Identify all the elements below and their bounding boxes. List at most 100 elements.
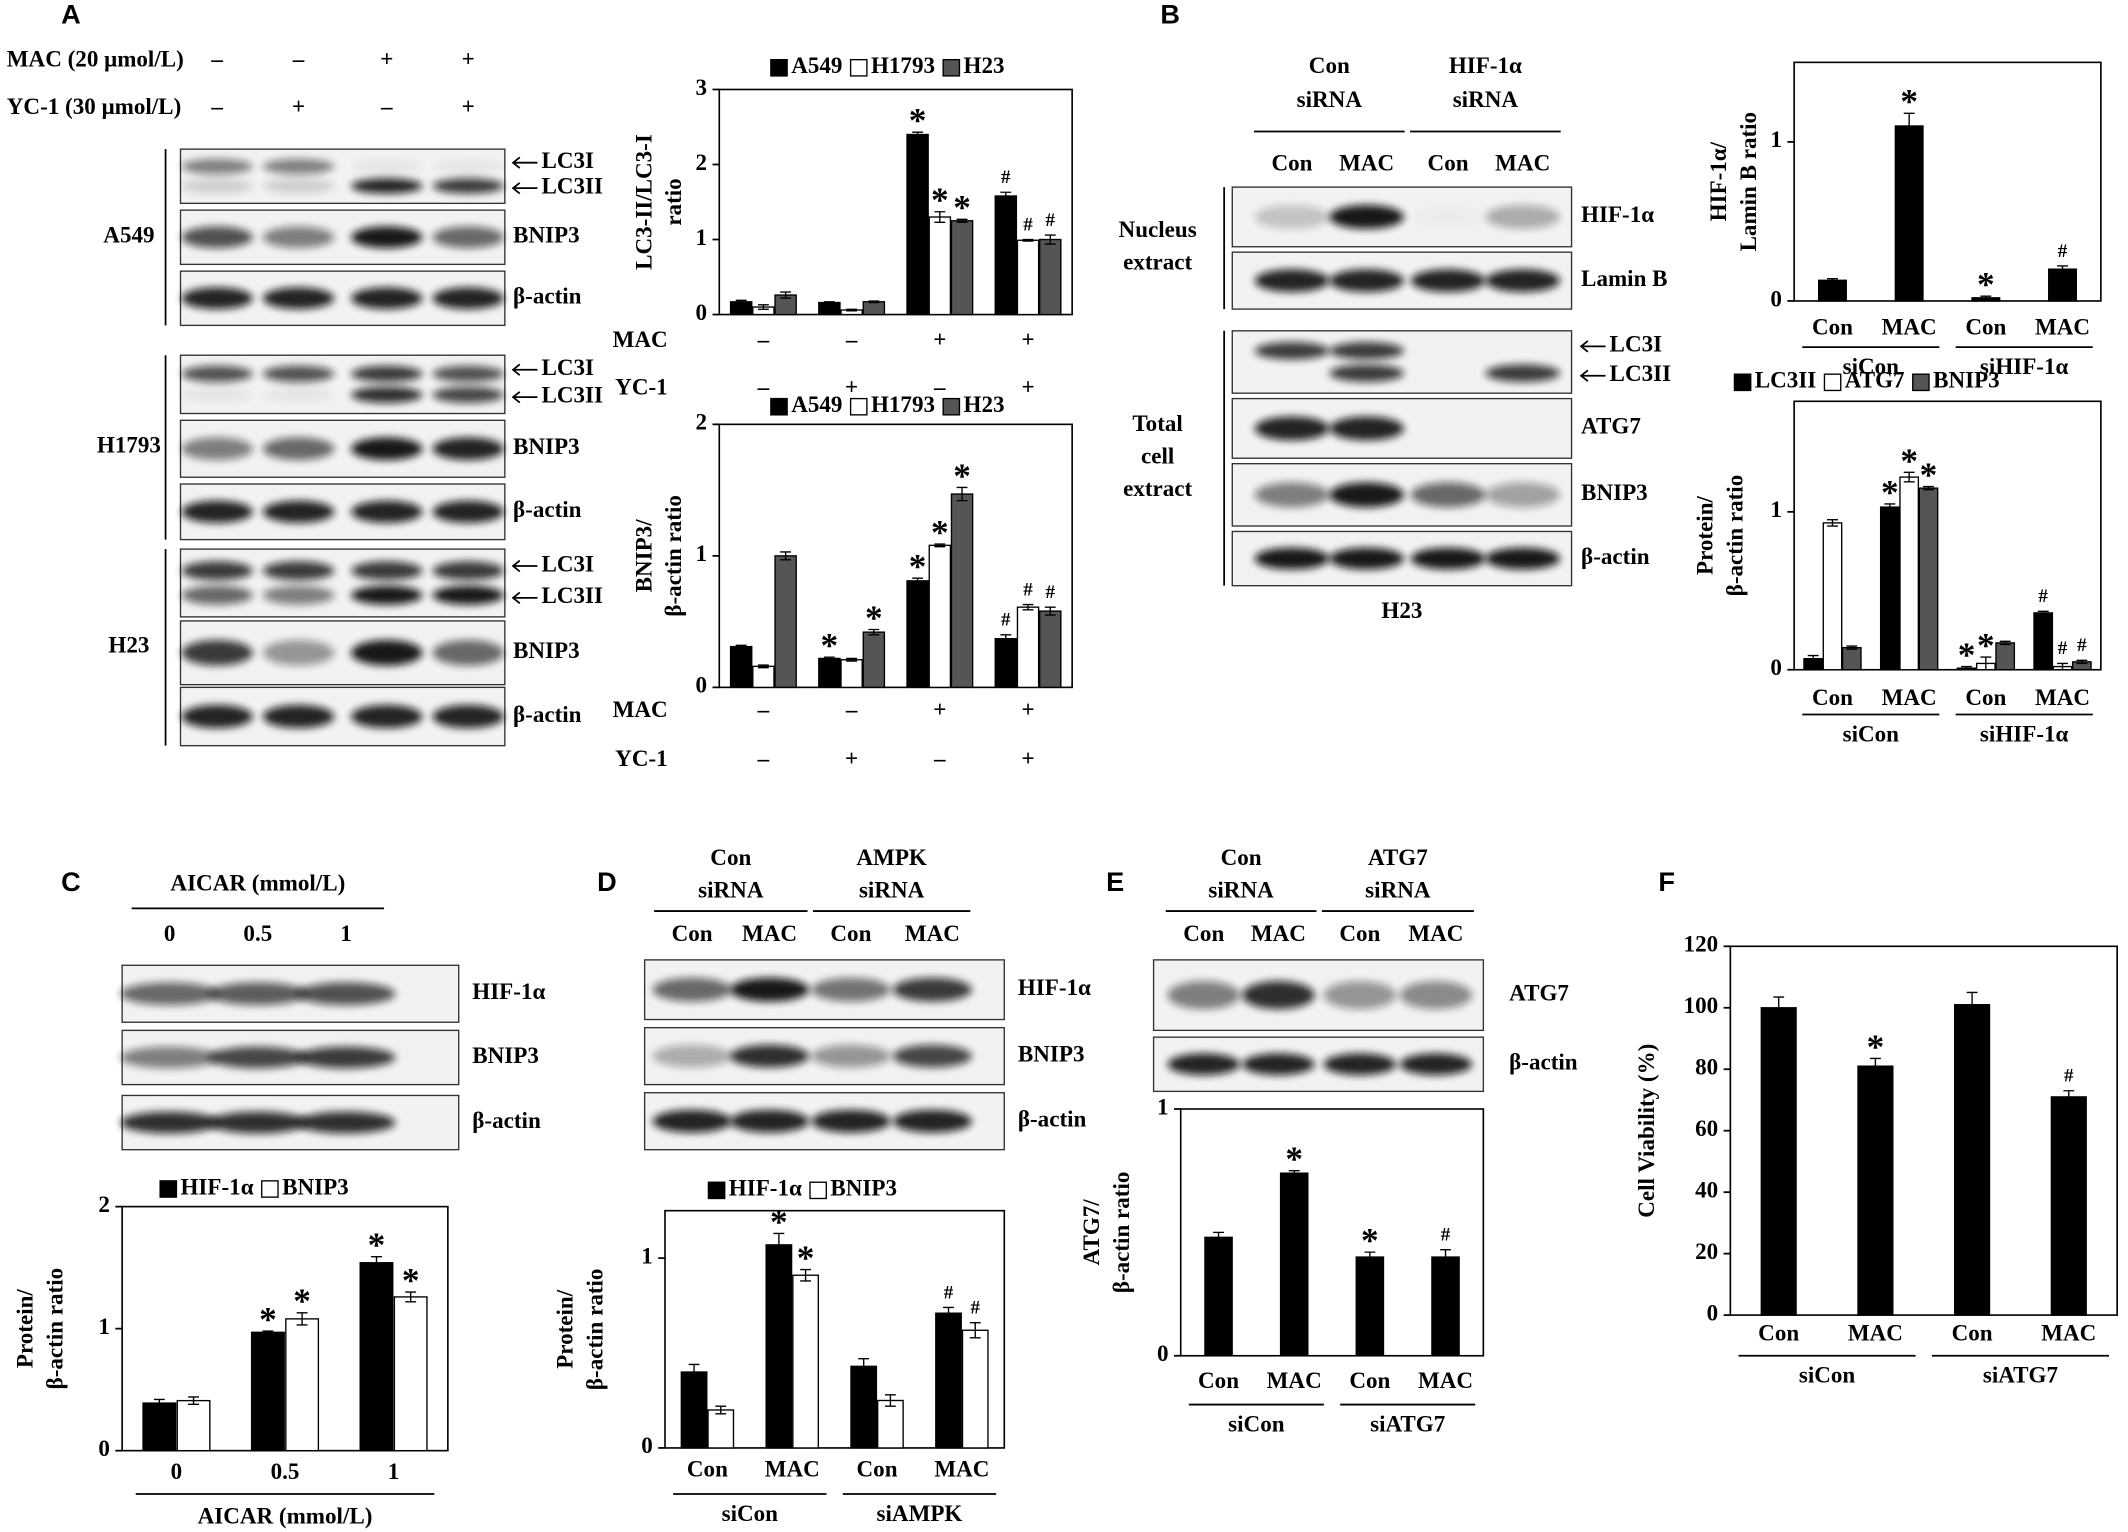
blot-band xyxy=(892,977,972,1002)
y-tick-label: 1 xyxy=(1770,496,1782,522)
bar xyxy=(1894,125,1924,302)
blot-band xyxy=(351,386,423,404)
significance-mark: * xyxy=(931,181,949,220)
bar xyxy=(774,555,797,689)
error-bar xyxy=(2057,265,2068,274)
significance-mark: * xyxy=(259,1300,277,1339)
row-label: β-actin xyxy=(513,496,582,522)
blot-band xyxy=(432,158,504,175)
row-label: BNIP3 xyxy=(1018,1040,1085,1066)
error-bar xyxy=(823,656,835,661)
section-label: Nucleus xyxy=(1119,216,1197,242)
error-bar xyxy=(688,1363,700,1381)
bar xyxy=(906,580,929,689)
blot-band xyxy=(120,1111,220,1134)
condition-value: – xyxy=(845,326,858,352)
error-bar xyxy=(1044,234,1056,245)
y-axis-label: ATG7/ xyxy=(1078,1199,1104,1266)
error-bar xyxy=(1827,519,1838,527)
bar xyxy=(792,1274,819,1449)
y-axis-label: β-actin ratio xyxy=(660,495,686,617)
blot-band xyxy=(1254,482,1330,508)
group-label: siAMPK xyxy=(877,1500,963,1526)
error-bar xyxy=(1213,1231,1224,1243)
condition-value: – xyxy=(292,45,305,71)
significance-mark: * xyxy=(402,1261,420,1300)
blot-header: AMPK xyxy=(856,844,927,870)
significance-mark: * xyxy=(865,598,883,637)
legend-swatch xyxy=(942,58,961,77)
y-axis-label: β-actin ratio xyxy=(41,1268,67,1390)
row-label: β-actin xyxy=(472,1107,541,1133)
legend-swatch xyxy=(770,397,788,416)
y-tick-label: 0 xyxy=(641,1432,653,1458)
legend-label: H1793 xyxy=(871,391,935,417)
bar xyxy=(862,301,886,316)
group-label: siCon xyxy=(1799,1362,1856,1388)
blot-band xyxy=(262,287,335,310)
blot-band xyxy=(208,1046,308,1069)
row-label: β-actin xyxy=(1509,1049,1578,1075)
error-bar xyxy=(1869,1057,1881,1075)
blot-footer: H23 xyxy=(1381,597,1422,623)
error-bar xyxy=(846,657,858,662)
significance-mark: * xyxy=(368,1226,386,1265)
row-label: HIF-1α xyxy=(472,978,545,1004)
blot-header: Con xyxy=(1309,52,1350,78)
legend-label: BNIP3 xyxy=(282,1173,349,1199)
significance-mark: * xyxy=(1881,473,1899,512)
bar xyxy=(950,220,974,316)
lane-label: 1 xyxy=(340,920,352,946)
bar xyxy=(1760,1007,1797,1316)
row-label: LC3I xyxy=(542,354,595,380)
blot-band xyxy=(181,437,253,461)
error-bar xyxy=(1980,656,1992,671)
blot-band xyxy=(262,704,335,729)
error-bar xyxy=(800,1268,812,1282)
significance-mark: # xyxy=(1023,579,1033,600)
blot-header: ATG7 xyxy=(1368,844,1428,870)
x-tick-label: MAC xyxy=(1267,1367,1322,1393)
error-bar xyxy=(153,1398,165,1408)
condition-value: + xyxy=(462,93,475,119)
legend-label: A549 xyxy=(791,391,842,417)
blot-band xyxy=(351,561,423,581)
y-tick-label: 0 xyxy=(696,299,708,325)
condition-value: – xyxy=(210,45,223,71)
x-tick-label: MAC xyxy=(1882,684,1937,710)
error-bar xyxy=(2076,659,2088,665)
error-bar xyxy=(943,1306,954,1320)
blot-band xyxy=(262,386,335,404)
arrow xyxy=(511,156,538,169)
condition-value: – xyxy=(757,696,770,722)
error-bar xyxy=(1999,640,2011,646)
error-bar xyxy=(1000,191,1012,201)
error-bar xyxy=(1827,278,1838,283)
blot-band xyxy=(1254,269,1330,293)
error-bar xyxy=(405,1291,417,1303)
group-label: siCon xyxy=(1228,1411,1285,1437)
x-tick-label: Con xyxy=(857,1455,898,1481)
row-label: Lamin B xyxy=(1581,265,1667,291)
legend-swatch xyxy=(849,397,868,416)
plot-frame xyxy=(718,88,1073,316)
significance-mark: * xyxy=(1920,456,1938,495)
legend-swatch xyxy=(1733,373,1752,392)
lane-label: 0.5 xyxy=(243,920,272,946)
row-label: LC3II xyxy=(542,172,604,198)
error-bar xyxy=(2057,662,2068,671)
error-bar xyxy=(956,486,968,502)
lane-label: MAC xyxy=(742,920,797,946)
row-label: BNIP3 xyxy=(513,433,580,459)
legend-label: HIF-1α xyxy=(729,1175,802,1201)
significance-mark: # xyxy=(2058,241,2068,262)
y-tick-label: 2 xyxy=(98,1191,110,1217)
blot-header: siRNA xyxy=(1365,876,1431,902)
blot-band xyxy=(1254,204,1330,229)
y-tick-label: 60 xyxy=(1695,1115,1718,1141)
x-tick-label: MAC xyxy=(1848,1320,1903,1346)
blot-band xyxy=(432,561,504,581)
blot-band xyxy=(1485,547,1561,570)
y-tick-label: 1 xyxy=(641,1242,653,1268)
bar xyxy=(359,1262,394,1452)
